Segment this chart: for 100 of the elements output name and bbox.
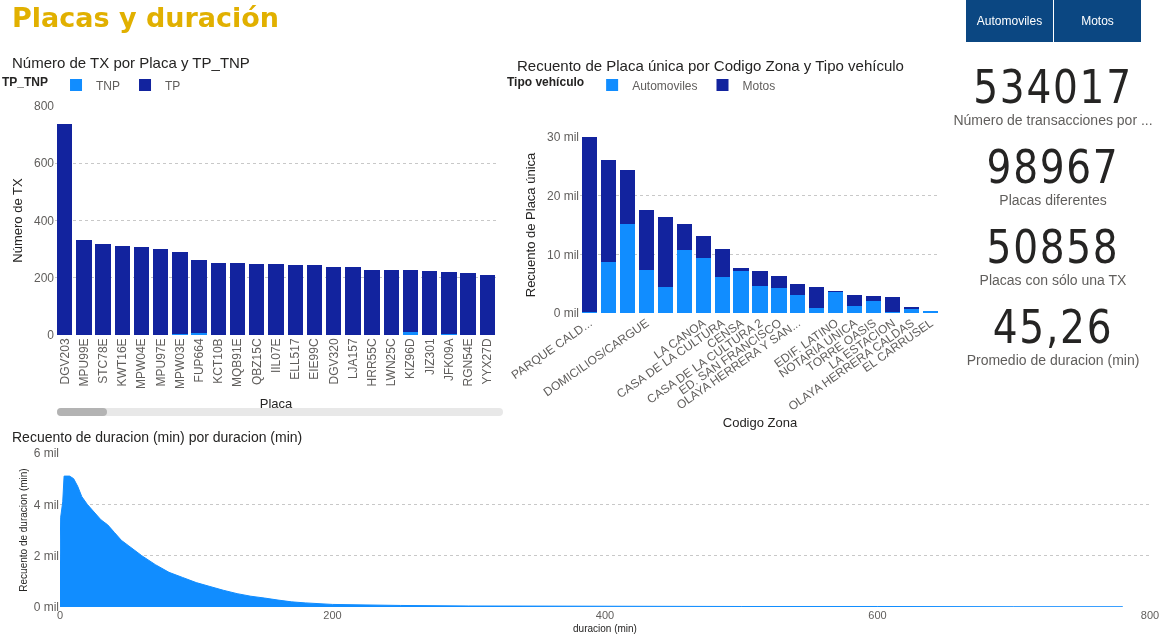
text: Automoviles <box>965 0 1053 42</box>
bar <box>885 296 901 313</box>
bar <box>479 275 496 335</box>
y-axis-title: Recuento de duracion (min) <box>17 468 29 592</box>
x-tick-label: LJA157 <box>345 338 360 380</box>
x-tick-label: 400 <box>595 609 615 621</box>
bar <box>657 286 673 313</box>
bar <box>229 263 246 335</box>
x-tick-label: MPW04E <box>134 338 149 390</box>
y-tick-label: 0 mil <box>553 306 579 321</box>
bar <box>657 217 673 287</box>
bar <box>619 224 635 313</box>
text: Placas y duración <box>12 2 281 33</box>
bar <box>619 169 635 225</box>
bar <box>771 276 787 288</box>
chart-title: Recuento de Placa única por Codigo Zona y Tipo vehículo <box>517 56 904 74</box>
bar <box>460 272 476 335</box>
x-tick-label: DGV320 <box>326 338 341 385</box>
bar <box>581 137 598 313</box>
bar <box>95 243 111 335</box>
bar <box>268 264 284 335</box>
bar <box>790 284 806 296</box>
legend-title: TP_TNP <box>2 75 49 90</box>
text: 98967 <box>985 140 1121 194</box>
x-tick-label: MPU97E <box>153 338 168 387</box>
bar <box>866 295 882 301</box>
bar <box>402 270 419 332</box>
bar <box>114 246 130 335</box>
text: Placas diferentes <box>998 192 1108 208</box>
x-tick-label: MPW03E <box>172 338 187 390</box>
x-tick-label: HRR55C <box>364 338 379 387</box>
text: Motos <box>1053 0 1141 42</box>
bar <box>422 271 438 335</box>
bar <box>153 249 169 335</box>
x-tick-label: JFK09A <box>441 338 456 382</box>
bar <box>210 263 227 335</box>
text: Número de transacciones por ... <box>952 112 1154 128</box>
bar <box>345 267 361 335</box>
x-tick-label: MPU99E <box>76 338 91 387</box>
legend-label: TP <box>165 78 181 93</box>
y-tick-label: 800 <box>33 99 55 114</box>
bar <box>790 295 806 313</box>
bar <box>306 265 323 335</box>
x-tick-label: DGV203 <box>57 338 72 385</box>
bar <box>638 269 654 313</box>
bar <box>133 247 150 335</box>
text: 50858 <box>985 220 1121 274</box>
x-tick-label: YYX27D <box>480 338 495 385</box>
bar <box>191 260 207 334</box>
text: 45,26 <box>991 300 1115 354</box>
y-axis-title: Recuento de Placa única <box>522 151 538 298</box>
bar <box>733 267 749 271</box>
bar <box>695 235 711 259</box>
x-tick-label: JIZ301 <box>422 338 437 376</box>
x-tick-label: 600 <box>868 609 887 621</box>
bar <box>249 263 265 335</box>
bar <box>287 265 303 335</box>
y-axis-title: Número de TX <box>9 178 25 263</box>
bar <box>676 223 692 250</box>
legend-label: Motos <box>742 78 776 93</box>
bar <box>771 287 787 313</box>
bar <box>695 258 711 313</box>
y-tick-label: 2 mil <box>33 548 59 563</box>
x-tick-label: STC78E <box>95 338 110 384</box>
bar <box>828 291 844 313</box>
chart-title: Recuento de duracion (min) por duracion (min) <box>12 428 303 445</box>
bar <box>809 307 825 313</box>
y-tick-label: 400 <box>33 213 55 228</box>
x-tick-label: QBZ15C <box>249 338 264 386</box>
bar <box>866 300 882 313</box>
bar <box>600 160 616 262</box>
x-tick-label: 200 <box>323 609 342 621</box>
bar <box>76 240 92 335</box>
bar <box>809 286 825 308</box>
bar <box>383 270 399 335</box>
chart-title: Número de TX por Placa y TP_TNP <box>12 53 250 71</box>
bar <box>847 305 863 313</box>
x-tick-label: FUP664 <box>192 338 207 383</box>
x-tick-label: KWT16E <box>115 338 130 387</box>
bar <box>441 272 457 335</box>
x-tick-label: KIZ96D <box>403 338 418 380</box>
bar <box>600 261 616 313</box>
x-tick-label: IIL07E <box>268 338 283 374</box>
bar <box>638 209 654 270</box>
bar <box>847 294 863 306</box>
legend-label: TNP <box>96 78 121 93</box>
text: Promedio de duracion (min) <box>965 352 1141 368</box>
bar <box>714 276 730 313</box>
bar <box>714 249 730 277</box>
x-tick-label: KCT10B <box>211 338 226 384</box>
y-tick-label: 600 <box>33 156 55 171</box>
bar <box>752 270 768 287</box>
x-tick-label: LWN25C <box>384 338 399 387</box>
bar <box>325 267 342 335</box>
x-tick-label: EIE99C <box>307 338 322 380</box>
x-axis-title: Placa <box>259 395 294 411</box>
legend-title: Tipo vehículo <box>507 75 585 90</box>
bar <box>56 123 73 335</box>
y-tick-label: 20 mil <box>546 188 579 203</box>
y-tick-label: 30 mil <box>546 130 579 145</box>
